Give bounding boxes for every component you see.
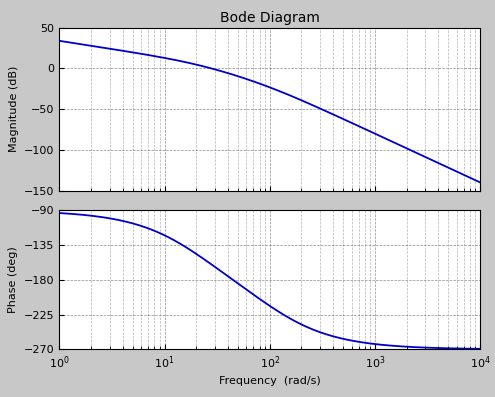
Y-axis label: Magnitude (dB): Magnitude (dB): [8, 66, 19, 152]
Y-axis label: Phase (deg): Phase (deg): [8, 247, 18, 313]
X-axis label: Frequency  (rad/s): Frequency (rad/s): [219, 376, 321, 386]
Title: Bode Diagram: Bode Diagram: [220, 11, 320, 25]
